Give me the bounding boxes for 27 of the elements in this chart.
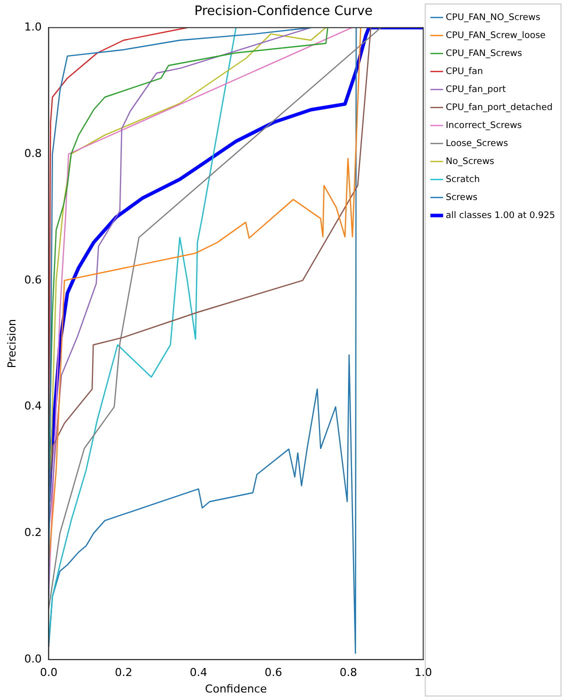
legend-label: CPU_fan_port	[446, 84, 506, 95]
legend-label: CPU_FAN_Screws	[446, 48, 522, 59]
x-tick-label: 0.4	[190, 666, 208, 680]
x-axis-title: Confidence	[205, 682, 268, 696]
legend-label: CPU_FAN_NO_Screws	[446, 12, 541, 23]
legend-label: Loose_Screws	[446, 138, 508, 149]
y-tick-label: 0.0	[24, 652, 42, 666]
chart-title: Precision-Confidence Curve	[194, 4, 373, 20]
y-tick-label: 0.4	[24, 400, 42, 413]
legend-label: all classes 1.00 at 0.925	[446, 210, 556, 221]
x-tick-label: 0.0	[40, 666, 58, 680]
y-tick-label: 0.6	[24, 273, 42, 286]
legend-label: Incorrect_Screws	[446, 120, 522, 131]
legend-label: CPU_fan	[446, 66, 483, 77]
x-tick-label: 0.2	[114, 666, 132, 680]
legend-label: CPU_fan_port_detached	[446, 102, 553, 113]
x-tick-label: 0.8	[340, 666, 358, 680]
y-tick-label: 0.2	[24, 526, 42, 540]
x-tick-label: 0.6	[264, 666, 282, 680]
legend-label: Screws	[446, 192, 478, 203]
legend-label: No_Screws	[446, 156, 495, 167]
y-axis-title: Precision	[5, 319, 18, 368]
x-tick-label: 1.0	[414, 666, 432, 680]
y-tick-label: 0.8	[24, 146, 42, 160]
legend-label: Scratch	[446, 174, 480, 185]
y-tick-label: 1.0	[24, 20, 42, 34]
legend-label: CPU_FAN_Screw_loose	[446, 30, 546, 41]
